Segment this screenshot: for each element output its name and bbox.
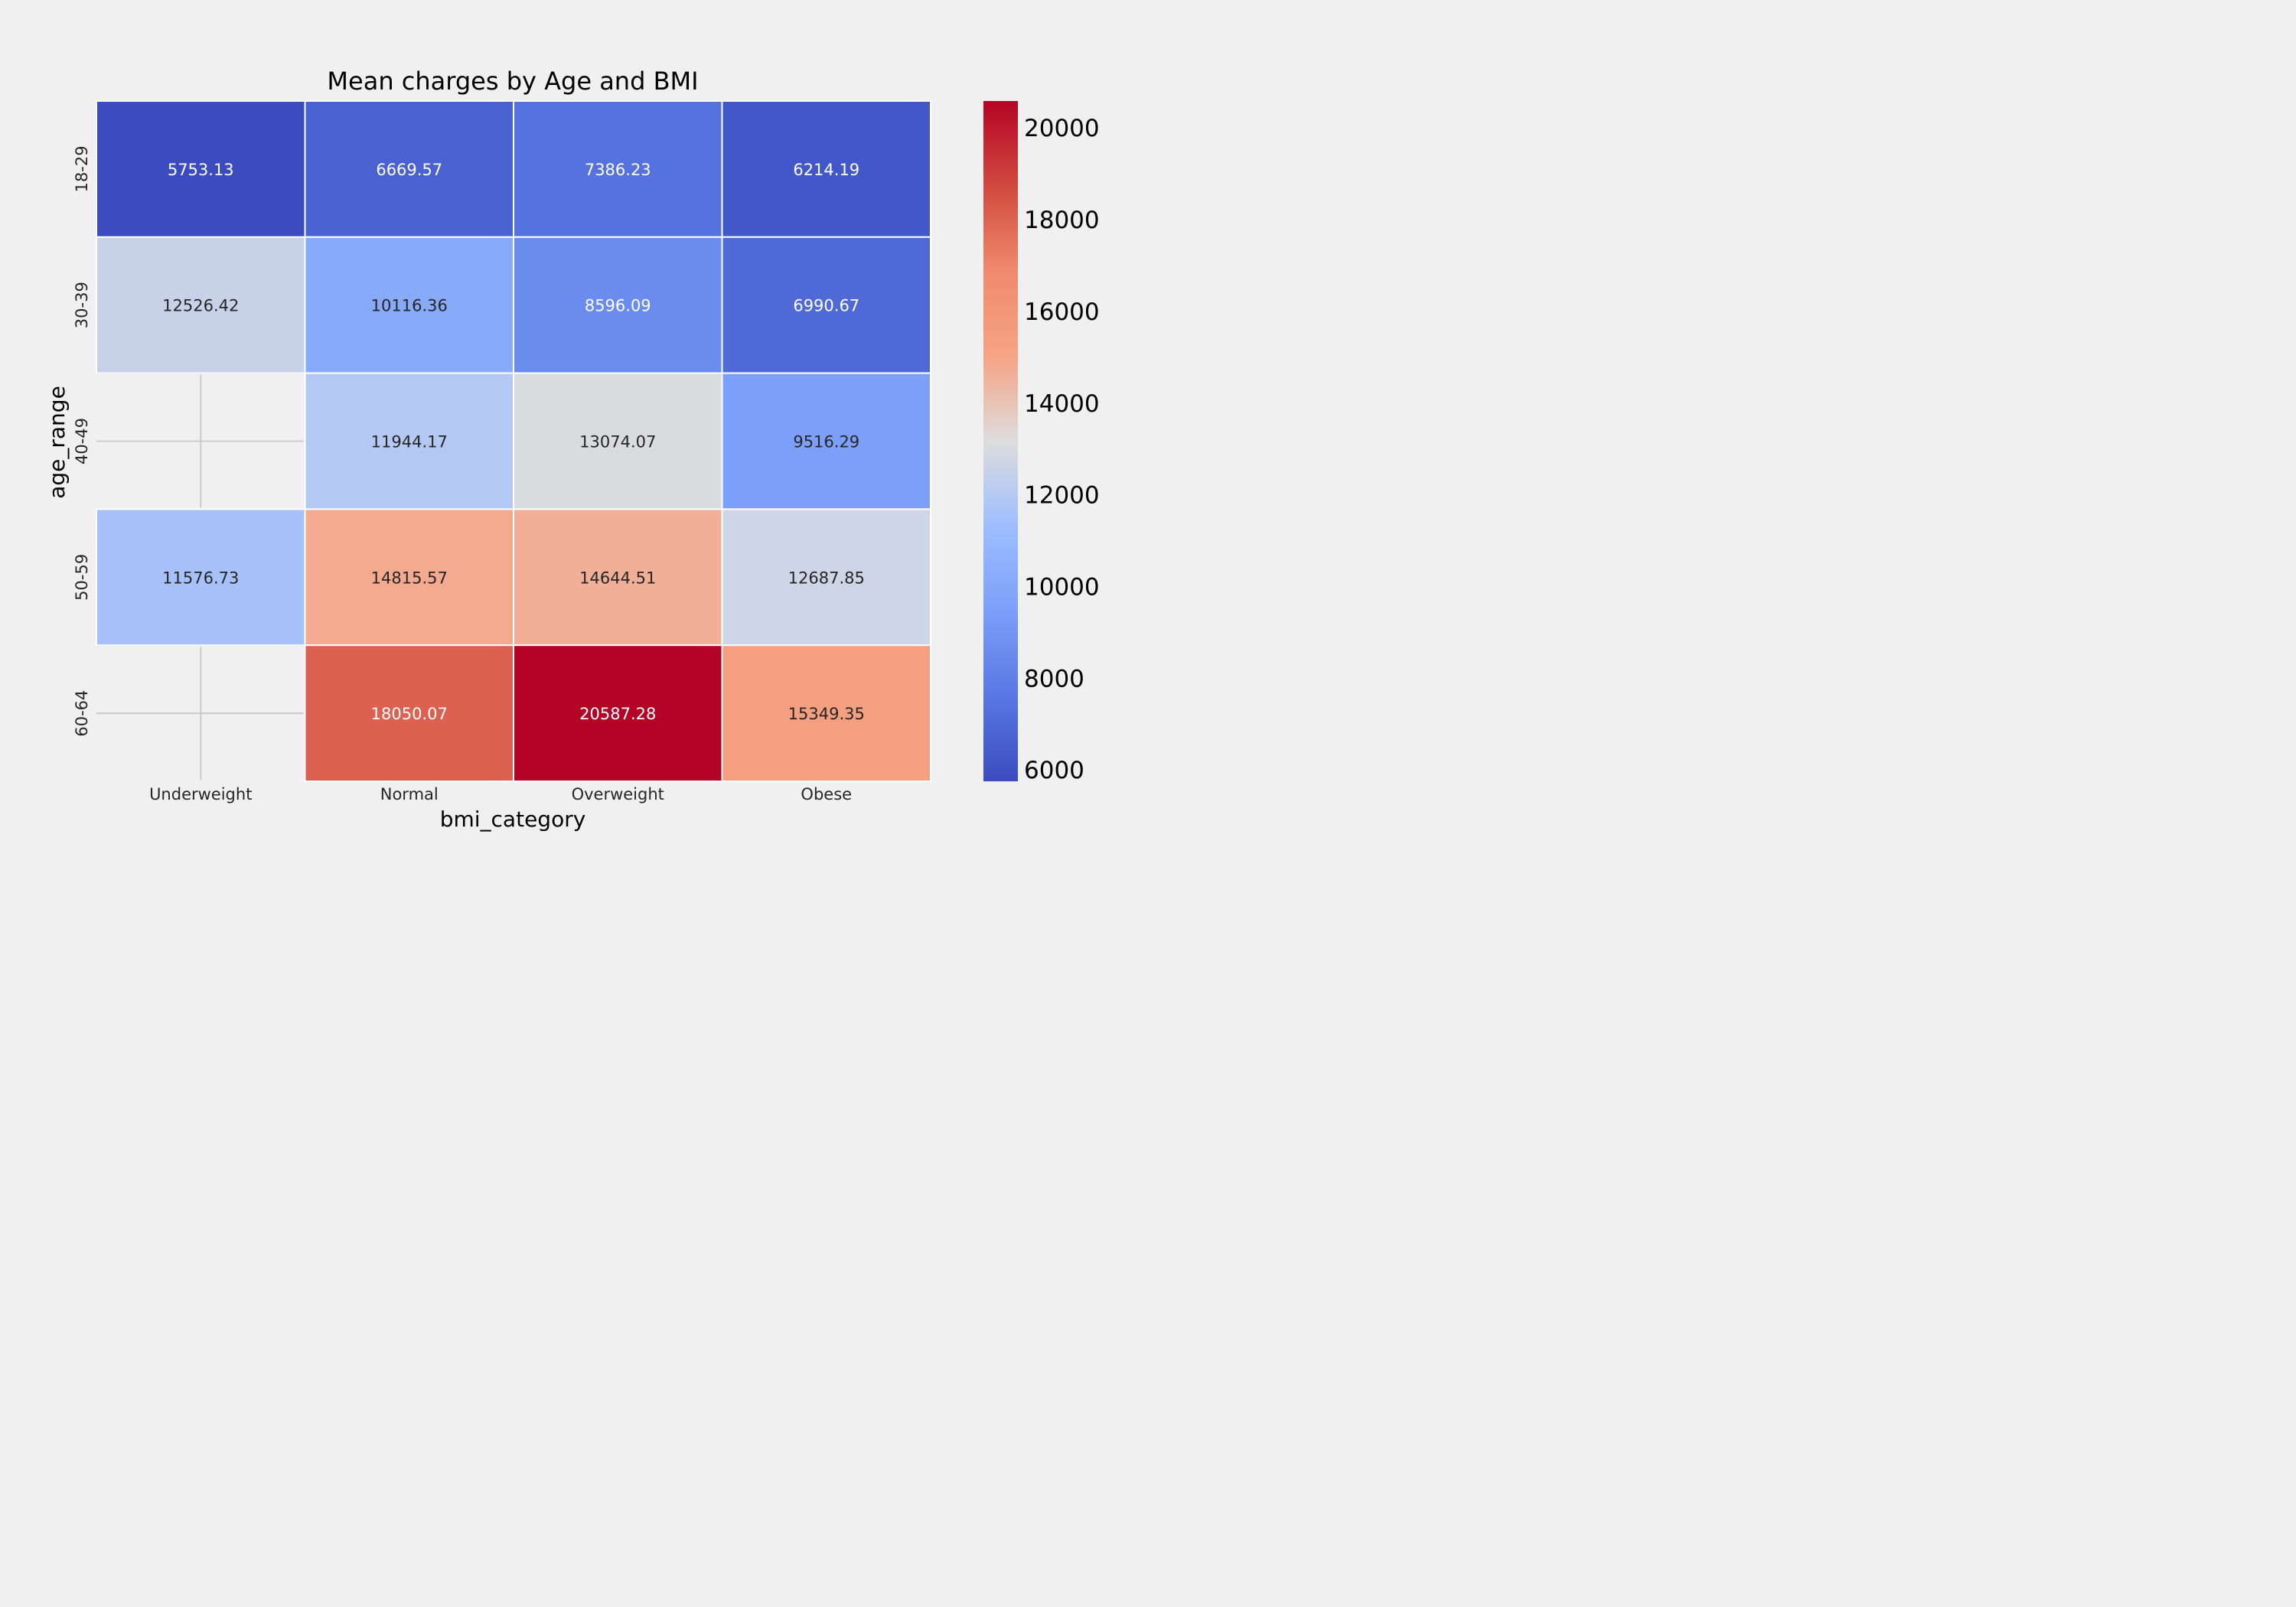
colorbar-tick-label: 6000 [1024,757,1084,784]
colorbar [983,101,1018,781]
x-axis-label: bmi_category [440,807,586,832]
heatmap-cell [96,236,306,374]
heatmap-cell [513,644,723,783]
x-tick-label: Overweight [572,785,664,804]
y-tick-label: 60-64 [73,690,91,737]
cell-value-label: 14644.51 [579,569,656,587]
heatmap-cell [304,644,514,783]
cell-value-label: 11576.73 [162,569,239,587]
colorbar-tick-label: 8000 [1024,665,1084,693]
colorbar-tick-label: 14000 [1024,390,1100,418]
y-tick-label: 18-29 [73,145,91,192]
heatmap-cell [96,100,306,238]
cell-value-label: 6214.19 [793,161,859,179]
colorbar-tick-label: 12000 [1024,482,1100,510]
cell-value-label: 15349.35 [788,705,865,723]
x-tick-label: Obese [801,785,852,804]
heatmap-cell [721,508,931,647]
heatmap-cell [513,372,723,510]
cell-value-label: 6669.57 [376,161,442,179]
colorbar-tick-label: 10000 [1024,573,1100,601]
heatmap-cell [721,100,931,238]
cell-value-label: 13074.07 [579,433,656,451]
cell-value-label: 9516.29 [793,433,859,451]
heatmap-cell-labels: 5753.13 6669.57 7386.23 6214.19 12526.42 1011… [162,161,865,723]
y-tick-label: 40-49 [73,418,91,464]
heatmap-cell [721,644,931,783]
heatmap-cell [721,372,931,510]
x-tick-label: Normal [380,785,439,804]
heatmap-chart: Mean charges by Age and BMI 5753.13 6669.… [44,67,1100,832]
heatmap-cell [304,236,514,374]
y-axis-label: age_range [44,386,70,499]
heatmap-cell [513,100,723,238]
cell-value-label: 10116.36 [371,297,448,315]
x-tick-labels: Underweight Normal Overweight Obese [149,785,852,804]
colorbar-tick-labels: 6000 8000 10000 12000 14000 16000 18000 20000 [1024,115,1100,784]
cell-value-label: 11944.17 [371,433,448,451]
heatmap-cell [304,508,514,647]
heatmap-cell [721,236,931,374]
y-tick-labels: 18-29 30-39 40-49 50-59 60-64 [73,145,91,736]
cell-value-label: 12526.42 [162,297,239,315]
heatmap-cell [513,508,723,647]
cell-value-label: 14815.57 [371,569,448,587]
y-tick-label: 30-39 [73,282,91,328]
cell-value-label: 20587.28 [579,705,656,723]
heatmap-cells [96,100,931,783]
heatmap-cell [304,100,514,238]
colorbar-tick-label: 18000 [1024,207,1100,234]
chart-title: Mean charges by Age and BMI [327,67,698,96]
colorbar-tick-label: 16000 [1024,298,1100,326]
y-tick-label: 50-59 [73,554,91,601]
cell-value-label: 6990.67 [793,297,859,315]
cell-value-label: 12687.85 [788,569,865,587]
cell-value-label: 8596.09 [585,297,651,315]
x-tick-label: Underweight [149,785,252,804]
colorbar-tick-label: 20000 [1024,115,1100,142]
cell-value-label: 7386.23 [585,161,651,179]
heatmap-cell [304,372,514,510]
cell-value-label: 5753.13 [168,161,234,179]
cell-value-label: 18050.07 [371,705,448,723]
